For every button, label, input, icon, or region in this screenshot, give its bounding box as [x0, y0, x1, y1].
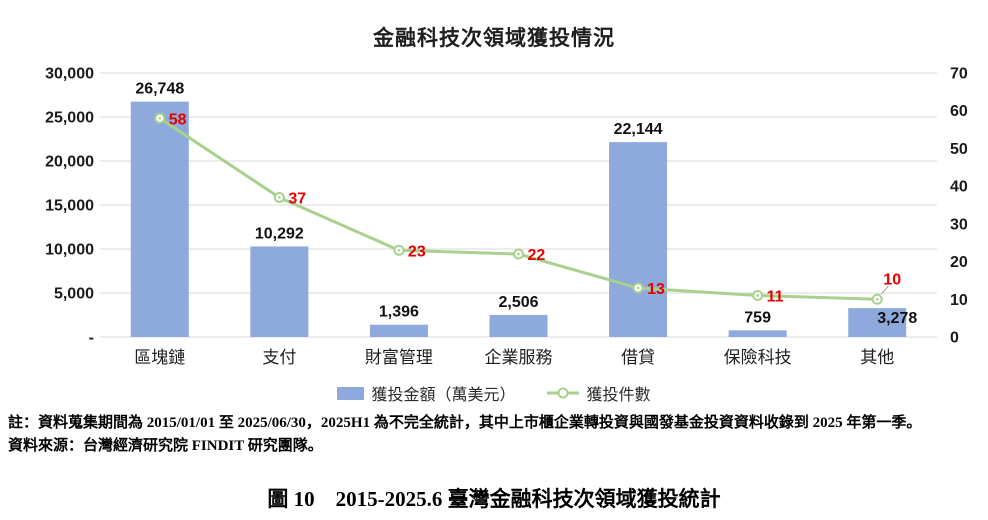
- bar: [250, 246, 309, 337]
- line-value-label: 13: [647, 281, 665, 298]
- y-axis-label-right: 40: [950, 179, 968, 196]
- line-marker-dot: [397, 248, 401, 252]
- line-marker-dot: [158, 116, 162, 120]
- y-axis-label-right: 30: [950, 216, 968, 233]
- line-marker-dot: [517, 252, 520, 256]
- legend-line-label: 獲投件數: [586, 387, 651, 404]
- figure-notes: 註：資料蒐集期間為 2015/01/01 至 2025/06/30，2025H1…: [8, 412, 984, 458]
- y-axis-label-right: 50: [950, 141, 968, 158]
- category-label: 借貸: [621, 348, 655, 367]
- legend-bar-label: 獲投金額（萬美元）: [371, 387, 516, 404]
- line-value-label: 10: [883, 271, 901, 288]
- category-label: 其他: [860, 348, 894, 367]
- legend-item-deals: 獲投件數: [546, 381, 651, 405]
- line-marker-dot: [756, 294, 759, 297]
- line-marker-dot: [278, 196, 281, 199]
- line-value-label: 37: [288, 190, 306, 207]
- bar: [728, 330, 787, 337]
- label-leader-line: [880, 285, 889, 295]
- line-value-label: 22: [528, 247, 546, 264]
- line-series-swatch: [546, 387, 579, 399]
- bar-value-label: 1,396: [379, 304, 419, 321]
- y-axis-label-left: 15,000: [45, 198, 94, 215]
- line-marker-dot: [636, 286, 640, 290]
- y-axis-label-left: -: [89, 330, 94, 347]
- y-axis-label-right: 70: [950, 66, 968, 83]
- y-axis-label-right: 0: [950, 330, 959, 347]
- bar: [130, 101, 189, 337]
- line-value-label: 23: [408, 243, 426, 260]
- y-axis-label-right: 20: [950, 254, 968, 271]
- category-label: 企業服務: [485, 348, 553, 367]
- category-label: 支付: [262, 348, 296, 367]
- combo-chart-svg: - 5,000 10,000 15,000 20,000 25,000 30,000 0 10 2…: [45, 66, 968, 368]
- line-marker-dot: [875, 297, 879, 301]
- bar-series-swatch: [337, 386, 365, 400]
- y-axis-label-left: 10,000: [45, 242, 94, 259]
- note-line-2: 資料來源：台灣經濟研究院 FINDIT 研究團隊。: [8, 438, 323, 454]
- bar: [609, 142, 668, 337]
- bar-value-label: 2,506: [498, 294, 538, 311]
- bar: [369, 324, 428, 337]
- category-label: 財富管理: [365, 348, 433, 367]
- bar: [489, 314, 548, 337]
- bar-value-label: 26,748: [135, 81, 184, 98]
- category-label: 保險科技: [724, 348, 792, 367]
- y-axis-label-left: 20,000: [45, 154, 94, 171]
- chart-legend: 獲投金額（萬美元） 獲投件數: [0, 381, 988, 405]
- y-axis-label-right: 60: [950, 103, 968, 120]
- bar-value-label: 22,144: [614, 121, 663, 138]
- figure-caption: 圖 10 2015-2025.6 臺灣金融科技次領域獲投統計: [267, 487, 721, 511]
- y-axis-label-left: 30,000: [45, 66, 94, 83]
- bar: [848, 308, 907, 337]
- bar-value-label: 3,278: [877, 310, 917, 327]
- line-value-label: 58: [169, 111, 187, 128]
- bar-value-label: 759: [744, 309, 771, 326]
- category-label: 區塊鏈: [134, 348, 185, 367]
- y-axis-label-right: 10: [950, 292, 968, 309]
- legend-item-amount: 獲投金額（萬美元）: [337, 381, 516, 405]
- y-axis-label-left: 25,000: [45, 110, 94, 127]
- y-axis-label-left: 5,000: [54, 286, 94, 303]
- line-value-label: 11: [767, 289, 784, 306]
- note-line-1: 註：資料蒐集期間為 2015/01/01 至 2025/06/30，2025H1…: [8, 415, 922, 431]
- bar-value-label: 10,292: [255, 225, 304, 242]
- chart-title: 金融科技次領域獲投情況: [373, 27, 615, 50]
